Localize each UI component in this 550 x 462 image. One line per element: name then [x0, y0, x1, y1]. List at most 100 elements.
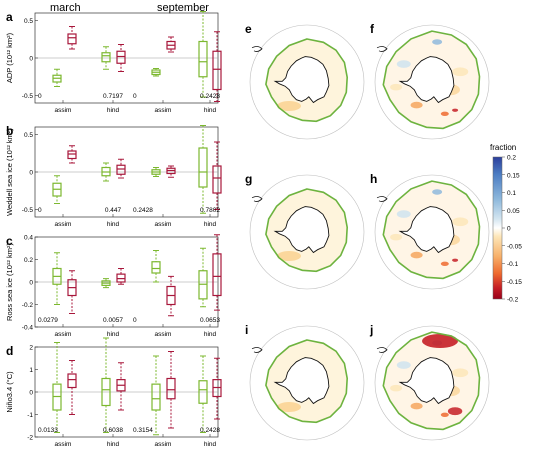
panel-d: d Niño3.4 (°C) -2 -1 0 1 2 0.0133 0.6038 0.3154 0.…: [5, 337, 222, 448]
antarctica-outline: [398, 56, 455, 104]
y-tick-label: -2: [27, 435, 33, 442]
box-september-hind: [212, 141, 222, 210]
x-tick-label: hind: [204, 221, 217, 228]
panel-letter: c: [6, 234, 13, 248]
south-america-tip: [376, 196, 388, 202]
y-tick-label: 0.5: [24, 18, 33, 25]
south-america-tip: [251, 46, 263, 52]
map-f: f: [370, 22, 490, 140]
anomaly-patch: [410, 251, 423, 259]
x-tick-label: hind: [107, 221, 120, 228]
anomaly-patch: [390, 233, 403, 241]
panel-letter: b: [6, 124, 13, 138]
y-axis-label: Weddell sea ice (10¹² km²): [5, 128, 14, 216]
anomaly-patch: [277, 101, 301, 111]
p-value: 0.0133: [38, 427, 58, 434]
x-tick-label: assim: [55, 107, 72, 114]
ice-edge-contour: [382, 30, 481, 130]
box-march-hind: [67, 26, 77, 50]
box-september-assim: [151, 355, 161, 436]
y-tick-label: -0.5: [22, 207, 34, 214]
ice-edge-contour: [265, 38, 349, 123]
box-march-assim: [52, 68, 62, 87]
y-tick-label: 0: [29, 390, 33, 397]
colorbar: fraction 0.2 0.15 0.1 0.05 0 -0.05 -0.1 -0.15 -0…: [490, 143, 522, 304]
box: [151, 261, 161, 274]
anomaly-patch: [396, 210, 411, 218]
map-g: g: [245, 172, 365, 290]
colorbar-tick-label: 0.2: [507, 155, 516, 162]
panel-letter: f: [370, 22, 375, 36]
p-value: 0.7802: [200, 207, 220, 214]
box: [116, 50, 126, 64]
p-value: 0.2428: [200, 427, 220, 434]
box-march-assim: [52, 252, 62, 305]
y-tick-label: 0.5: [24, 132, 33, 139]
box-september-assim: [198, 125, 208, 214]
anomaly-patch: [452, 67, 469, 77]
box: [67, 33, 77, 45]
map-h: h: [370, 172, 490, 290]
south-america-tip: [376, 347, 388, 353]
box-september-assim: [198, 355, 208, 433]
colorbar-ticks: 0.2 0.15 0.1 0.05 0 -0.05 -0.1 -0.15 -0.2: [502, 155, 522, 304]
anomaly-patch: [390, 83, 403, 91]
south-america-tip: [251, 196, 263, 202]
anomaly-patch: [277, 402, 301, 412]
colorbar-label: fraction: [490, 143, 516, 152]
x-tick-label: assim: [55, 221, 72, 228]
anomaly-patch: [277, 251, 301, 261]
antarctica-outline: [273, 357, 330, 405]
x-tick-label: assim: [155, 441, 172, 448]
box: [151, 383, 161, 411]
p-value: 0.6038: [103, 427, 123, 434]
y-tick-label: 0.4: [24, 235, 33, 242]
p-value: 0.0057: [103, 317, 123, 324]
x-tick-label: assim: [155, 331, 172, 338]
box-september-assim: [151, 68, 161, 77]
panel-a: a ADP (10¹² km²) -0.5 0 0.5 0 0.7197 0 0.2428 ass…: [5, 10, 222, 114]
anomaly-patch: [396, 361, 411, 369]
box-september-hind: [212, 357, 222, 420]
y-tick-label: 2: [29, 345, 33, 352]
box-september-assim: [151, 250, 161, 283]
box-september-assim: [151, 167, 161, 177]
anomaly-patch: [452, 108, 459, 112]
y-tick-label: -0.2: [22, 302, 34, 309]
anomaly-patch: [447, 407, 463, 416]
map-i: i: [245, 323, 365, 441]
box-march-assim: [101, 278, 111, 289]
box: [166, 377, 176, 400]
anomaly-patch: [422, 334, 458, 348]
p-value: 0.2428: [200, 93, 220, 100]
colorbar-tick-label: 0: [507, 226, 511, 233]
x-tick-label: hind: [107, 441, 120, 448]
x-tick-label: hind: [204, 107, 217, 114]
p-value: 0.7197: [103, 93, 123, 100]
colorbar-tick-label: 0.05: [507, 208, 520, 215]
p-value: 0: [38, 207, 42, 214]
box-march-hind: [116, 158, 126, 179]
anomaly-patch: [432, 189, 443, 195]
p-value: 0: [38, 93, 42, 100]
box: [67, 150, 77, 160]
box-september-hind: [212, 234, 222, 311]
anomaly-patch: [452, 217, 469, 227]
panel-letter: e: [245, 22, 252, 36]
antarctica-outline: [273, 56, 330, 104]
anomaly-patch: [396, 60, 411, 68]
south-america-tip: [251, 347, 263, 353]
colorbar-tick-label: -0.15: [507, 279, 522, 286]
box-september-hind: [166, 351, 176, 429]
y-axis-label: Niño3.4 (°C): [5, 371, 14, 413]
p-value: 0.2428: [133, 207, 153, 214]
colorbar-tick-label: -0.1: [507, 261, 519, 268]
panel-letter: i: [245, 323, 248, 337]
x-tick-label: hind: [107, 107, 120, 114]
p-value: 0: [133, 317, 137, 324]
anomaly-patch: [440, 412, 449, 418]
box: [212, 50, 222, 91]
antarctica-outline: [398, 357, 455, 405]
box: [198, 147, 208, 188]
